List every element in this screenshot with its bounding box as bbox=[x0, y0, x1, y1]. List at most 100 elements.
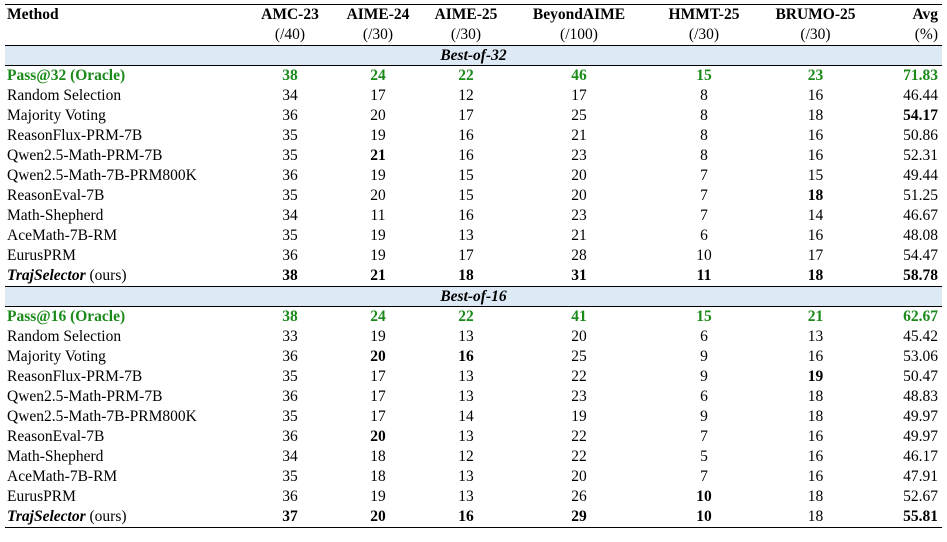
header-unit-brumo25: (/30) bbox=[800, 26, 831, 43]
score-cell: 50.86 bbox=[903, 127, 938, 144]
score-cell: 34 bbox=[282, 448, 298, 465]
table-row: Qwen2.5-Math-PRM-7B 36 17 13 23 6 18 48.83 bbox=[5, 387, 942, 407]
method-cell: Random Selection bbox=[5, 86, 248, 106]
score-cell: 35 bbox=[282, 408, 298, 425]
method-name: Random Selection bbox=[7, 328, 122, 345]
method-cell: AceMath-7B-RM bbox=[5, 226, 248, 246]
method-cell: EurusPRM bbox=[5, 246, 248, 266]
method-cell: ReasonFlux-PRM-7B bbox=[5, 126, 248, 146]
score-cell: 34 bbox=[282, 207, 298, 224]
score-cell: 12 bbox=[458, 87, 474, 104]
method-name: Math-Shepherd bbox=[7, 448, 104, 465]
method-cell: Pass@32 (Oracle) bbox=[5, 66, 248, 87]
score-cell: 20 bbox=[370, 348, 386, 365]
header-row-units: (/40) (/30) (/30) (/100) (/30) (/30) (%) bbox=[5, 25, 942, 46]
table-row: EurusPRM 36 19 13 26 10 18 52.67 bbox=[5, 487, 942, 507]
score-cell: 38 bbox=[282, 308, 298, 325]
score-cell: 23 bbox=[571, 147, 587, 164]
score-cell: 36 bbox=[282, 388, 298, 405]
score-cell: 9 bbox=[700, 348, 708, 365]
score-cell: 19 bbox=[370, 247, 386, 264]
score-cell: 25 bbox=[571, 107, 587, 124]
score-cell: 16 bbox=[807, 348, 824, 365]
table-row: ReasonEval-7B 36 20 13 22 7 16 49.97 bbox=[5, 427, 942, 447]
score-cell: 6 bbox=[700, 227, 708, 244]
method-cell: Qwen2.5-Math-7B-PRM800K bbox=[5, 166, 248, 186]
score-cell: 48.08 bbox=[903, 227, 938, 244]
header-hmmt25: HMMT-25 bbox=[650, 4, 758, 25]
score-cell: 58.78 bbox=[903, 267, 938, 284]
score-cell: 49.44 bbox=[903, 167, 938, 184]
score-cell: 16 bbox=[807, 227, 824, 244]
table-row: Majority Voting 36 20 16 25 9 16 53.06 bbox=[5, 347, 942, 367]
score-cell: 8 bbox=[700, 107, 708, 124]
score-cell: 47.91 bbox=[903, 468, 938, 485]
score-cell: 36 bbox=[282, 107, 298, 124]
score-cell: 41 bbox=[571, 308, 587, 325]
method-name: AceMath-7B-RM bbox=[7, 227, 118, 244]
score-cell: 13 bbox=[458, 468, 474, 485]
score-cell: 52.31 bbox=[903, 147, 938, 164]
score-cell: 22 bbox=[571, 428, 587, 445]
score-cell: 10 bbox=[650, 507, 758, 528]
method-name: Qwen2.5-Math-7B-PRM800K bbox=[7, 408, 197, 425]
table-row: Majority Voting 36 20 17 25 8 18 54.17 bbox=[5, 106, 942, 126]
score-cell: 7 bbox=[700, 167, 708, 184]
method-cell: ReasonEval-7B bbox=[5, 427, 248, 447]
score-cell: 20 bbox=[571, 468, 587, 485]
score-cell: 46.44 bbox=[903, 87, 938, 104]
header-avg: Avg bbox=[873, 4, 942, 25]
score-cell: 36 bbox=[282, 488, 298, 505]
score-cell: 13 bbox=[458, 388, 474, 405]
score-cell: 20 bbox=[370, 428, 386, 445]
score-cell: 17 bbox=[370, 87, 386, 104]
header-unit-hmmt25: (/30) bbox=[688, 26, 720, 43]
score-cell: 11 bbox=[370, 207, 386, 224]
score-cell: 14 bbox=[807, 207, 824, 224]
section-header-row: Best-of-32 bbox=[5, 45, 942, 66]
score-cell: 13 bbox=[458, 227, 474, 244]
score-cell: 23 bbox=[807, 67, 824, 84]
score-cell: 16 bbox=[458, 348, 474, 365]
score-cell: 19 bbox=[370, 227, 386, 244]
score-cell: 13 bbox=[458, 488, 474, 505]
header-unit-amc23: (/40) bbox=[274, 26, 306, 43]
method-name: TrajSelector bbox=[7, 267, 86, 284]
method-name: EurusPRM bbox=[7, 488, 76, 505]
method-cell: Majority Voting bbox=[5, 347, 248, 367]
score-cell: 18 bbox=[370, 448, 386, 465]
method-cell: Random Selection bbox=[5, 327, 248, 347]
score-cell: 34 bbox=[282, 87, 298, 104]
score-cell: 19 bbox=[370, 127, 386, 144]
score-cell: 8 bbox=[700, 147, 708, 164]
score-cell: 18 bbox=[370, 468, 386, 485]
table-row: AceMath-7B-RM 35 19 13 21 6 16 48.08 bbox=[5, 226, 942, 246]
score-cell: 18 bbox=[807, 187, 824, 204]
score-cell: 13 bbox=[458, 328, 474, 345]
score-cell: 6 bbox=[700, 388, 708, 405]
score-cell: 46.17 bbox=[903, 448, 938, 465]
score-cell: 22 bbox=[458, 308, 474, 325]
score-cell: 26 bbox=[571, 488, 587, 505]
score-cell: 7 bbox=[700, 187, 708, 204]
score-cell: 19 bbox=[370, 167, 386, 184]
score-cell: 17 bbox=[458, 247, 474, 264]
score-cell: 18 bbox=[807, 107, 824, 124]
score-cell: 21 bbox=[370, 267, 386, 284]
method-name: Qwen2.5-Math-PRM-7B bbox=[7, 147, 163, 164]
score-cell: 18 bbox=[807, 388, 824, 405]
score-cell: 36 bbox=[282, 348, 298, 365]
header-method: Method bbox=[5, 4, 248, 25]
score-cell: 7 bbox=[700, 428, 708, 445]
score-cell: 17 bbox=[370, 368, 386, 385]
score-cell: 16 bbox=[807, 468, 824, 485]
score-cell: 17 bbox=[370, 388, 386, 405]
score-cell: 35 bbox=[282, 227, 298, 244]
table-row: EurusPRM 36 19 17 28 10 17 54.47 bbox=[5, 246, 942, 266]
method-name: Qwen2.5-Math-7B-PRM800K bbox=[7, 167, 197, 184]
score-cell: 29 bbox=[508, 507, 650, 528]
score-cell: 20 bbox=[571, 187, 587, 204]
score-cell: 16 bbox=[807, 127, 824, 144]
score-cell: 28 bbox=[571, 247, 587, 264]
